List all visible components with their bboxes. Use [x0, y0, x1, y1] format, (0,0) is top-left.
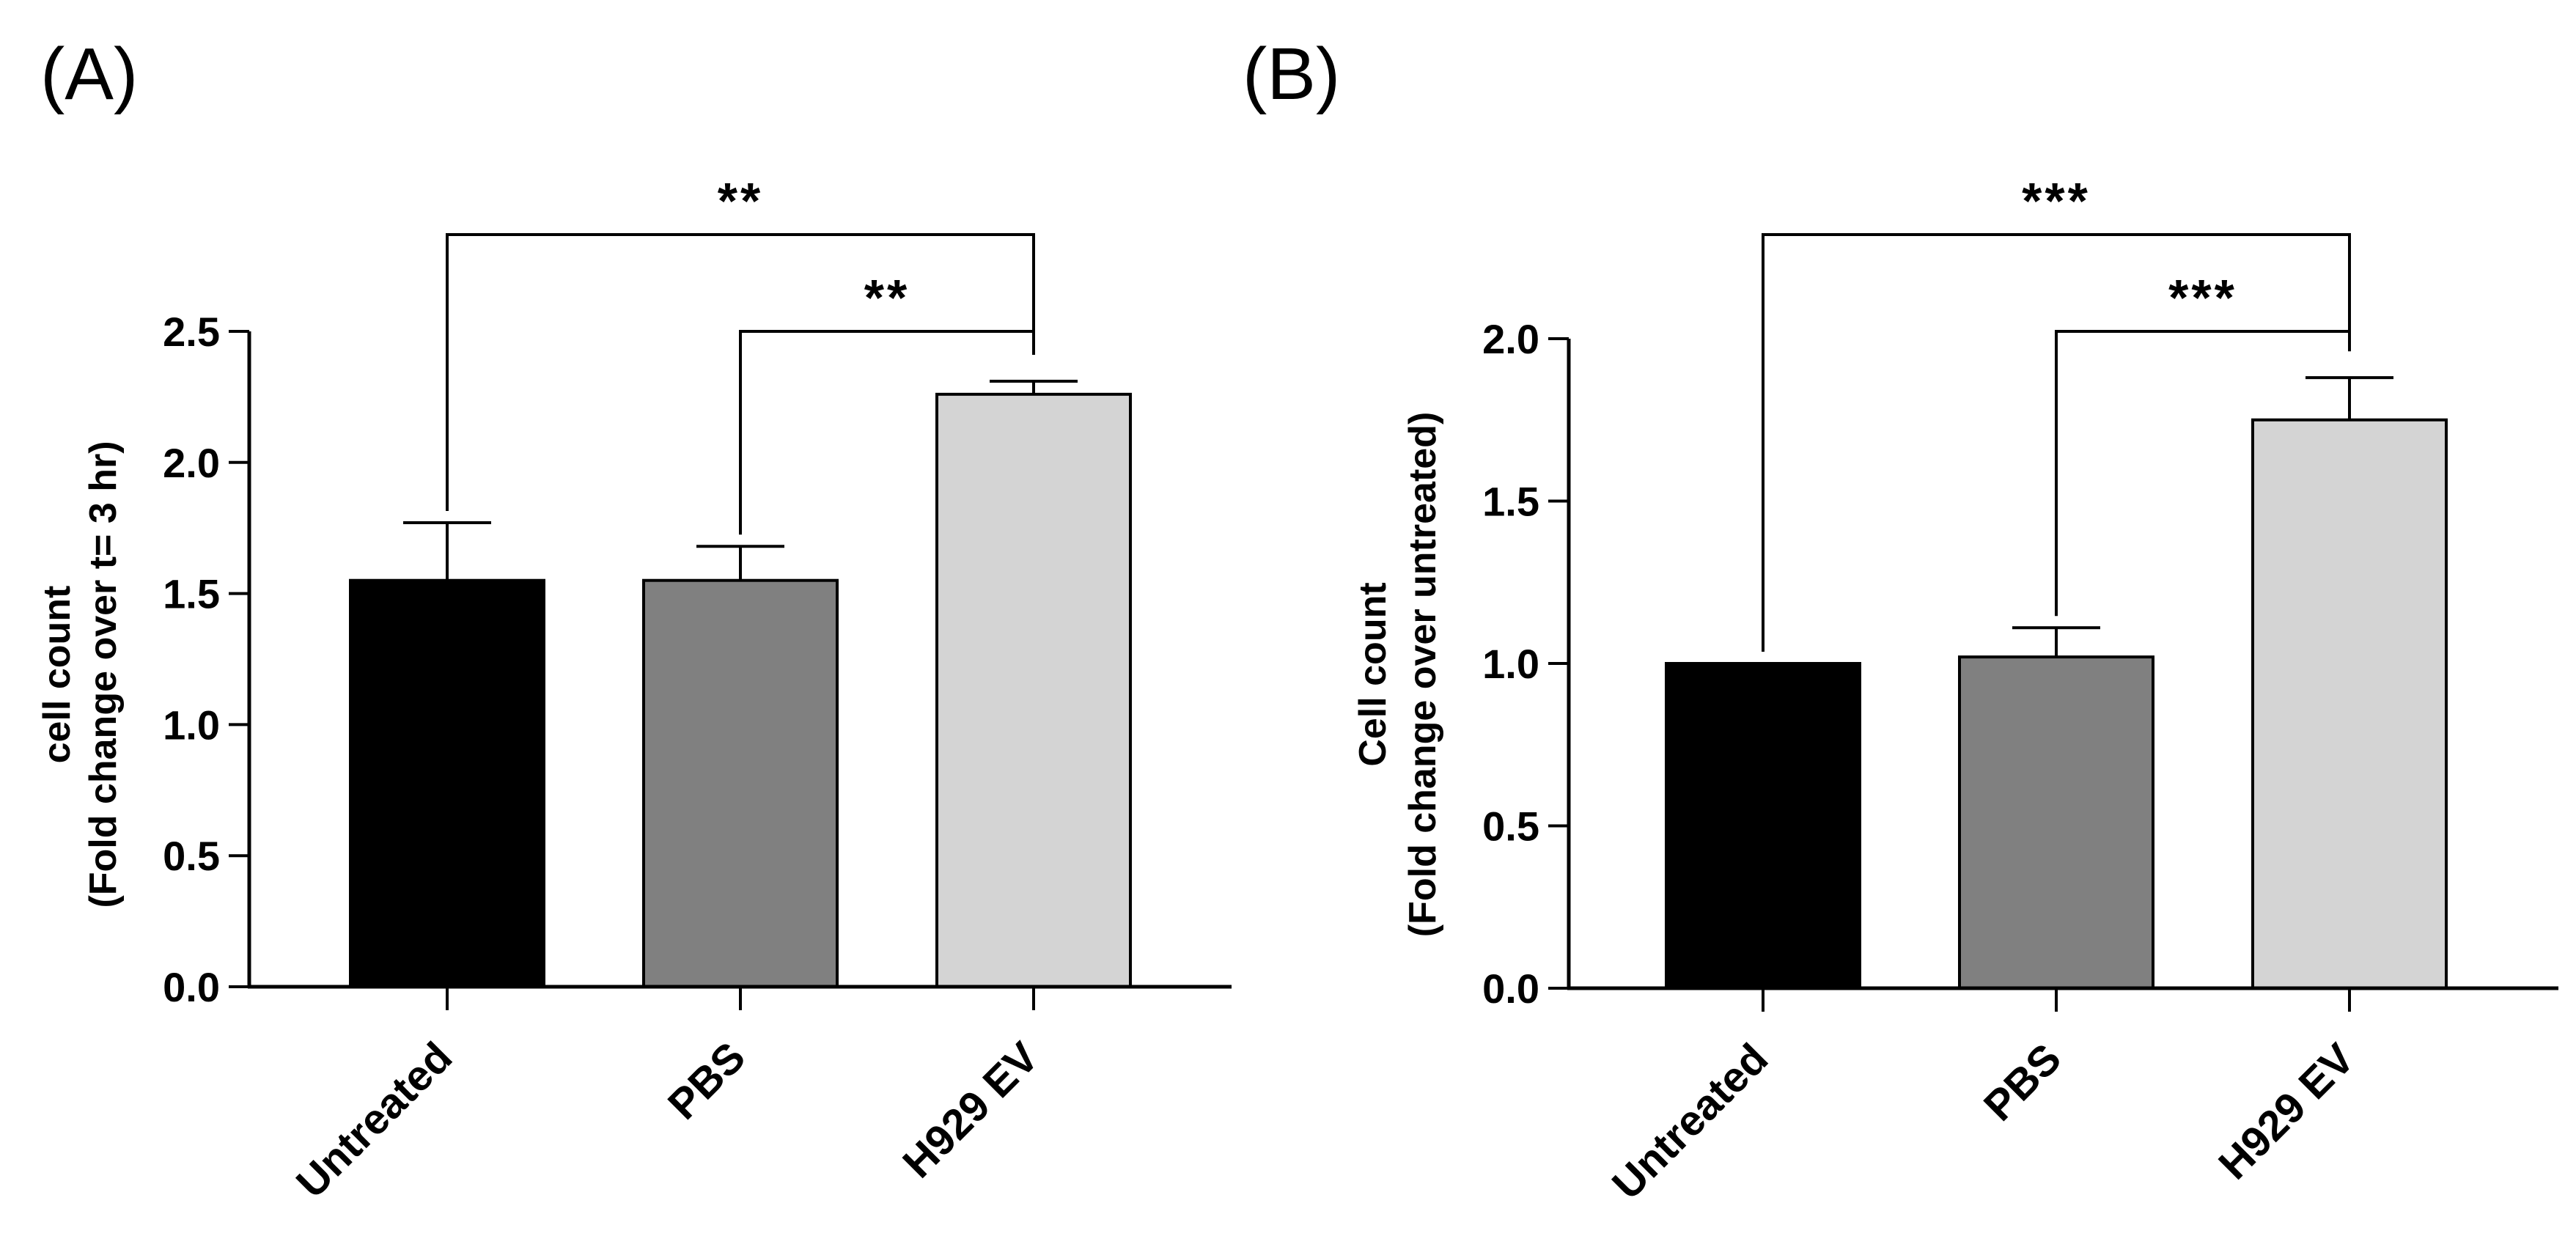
significance-bracket: [2055, 330, 2351, 617]
significance-bracket: [446, 233, 1035, 512]
y-tick-label: 0.0: [163, 964, 220, 1010]
y-tick-label: 1.0: [163, 702, 220, 748]
category-label: H929 EV: [894, 1033, 1048, 1187]
category-label: Untreated: [287, 1033, 461, 1207]
y-tick-label: 2.0: [163, 440, 220, 486]
y-tick-label: 0.5: [163, 833, 220, 879]
y-tick-label: 1.0: [1482, 641, 1539, 687]
significance-label: **: [864, 269, 910, 326]
chart-panel-b: (B) Untreated PBS H929 EV 0.0 0.5 1.0 1.5 2.0 Cel…: [1243, 33, 2558, 1209]
significance-bracket: [1762, 233, 2351, 652]
y-axis-label: (Fold change over untreated): [1402, 412, 1444, 938]
y-tick-label: 1.5: [163, 571, 220, 617]
significance-label: ***: [2022, 172, 2091, 229]
category-label: H929 EV: [2209, 1034, 2363, 1188]
panel-label: (B): [1243, 33, 1340, 115]
y-tick-label: 0.5: [1482, 803, 1539, 850]
significance-label: **: [718, 172, 763, 229]
y-axis-label: Cell count: [1352, 582, 1394, 766]
bar-h929-ev: [935, 392, 1132, 988]
y-axis-label: cell count: [36, 586, 78, 764]
bar-untreated: [349, 578, 545, 988]
significance-label: ***: [2168, 269, 2237, 326]
bar-untreated: [1665, 662, 1861, 990]
y-tick-label: 1.5: [1482, 479, 1539, 525]
y-tick-label: 2.0: [1482, 316, 1539, 362]
y-tick-label: 2.5: [163, 309, 220, 355]
category-label: Untreated: [1603, 1034, 1777, 1208]
bar-h929-ev: [2251, 418, 2448, 990]
panel-label: (A): [40, 33, 138, 115]
category-label: PBS: [1975, 1034, 2070, 1130]
y-axis-label: (Fold change over t= 3 hr): [82, 441, 125, 908]
bar-pbs: [642, 578, 839, 988]
y-tick-label: 0.0: [1482, 965, 1539, 1012]
category-label: PBS: [659, 1033, 754, 1128]
significance-bracket: [739, 330, 1035, 535]
chart-panel-a: (A) Untreated PBS H929 EV 0.0 0.5 1.0 1.5 2.0 2.5…: [36, 33, 1232, 1207]
bar-pbs: [1958, 655, 2154, 990]
